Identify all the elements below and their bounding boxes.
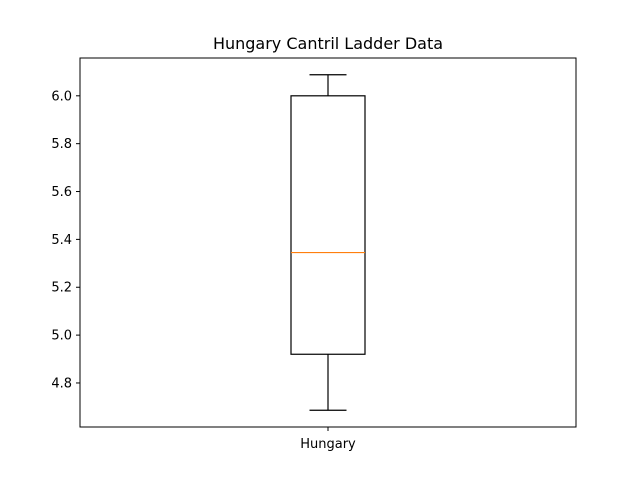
box-hungary <box>290 74 366 411</box>
y-tick-label: 5.6 <box>51 185 72 200</box>
y-tick-label: 6.0 <box>51 89 72 104</box>
y-tick-label: 5.4 <box>51 233 72 248</box>
box-plot-series <box>290 74 366 411</box>
y-tick-label: 5.0 <box>51 329 72 344</box>
x-axis: Hungary <box>300 427 356 452</box>
y-tick-label: 5.8 <box>51 137 72 152</box>
x-tick-label: Hungary <box>300 437 356 452</box>
iqr-box <box>290 95 366 355</box>
y-tick-label: 5.2 <box>51 281 72 296</box>
y-tick-label: 4.8 <box>51 376 72 391</box>
chart-title: Hungary Cantril Ladder Data <box>213 34 443 53</box>
y-axis: 4.8 5.0 5.2 5.4 5.6 5.8 6.0 <box>51 89 80 391</box>
